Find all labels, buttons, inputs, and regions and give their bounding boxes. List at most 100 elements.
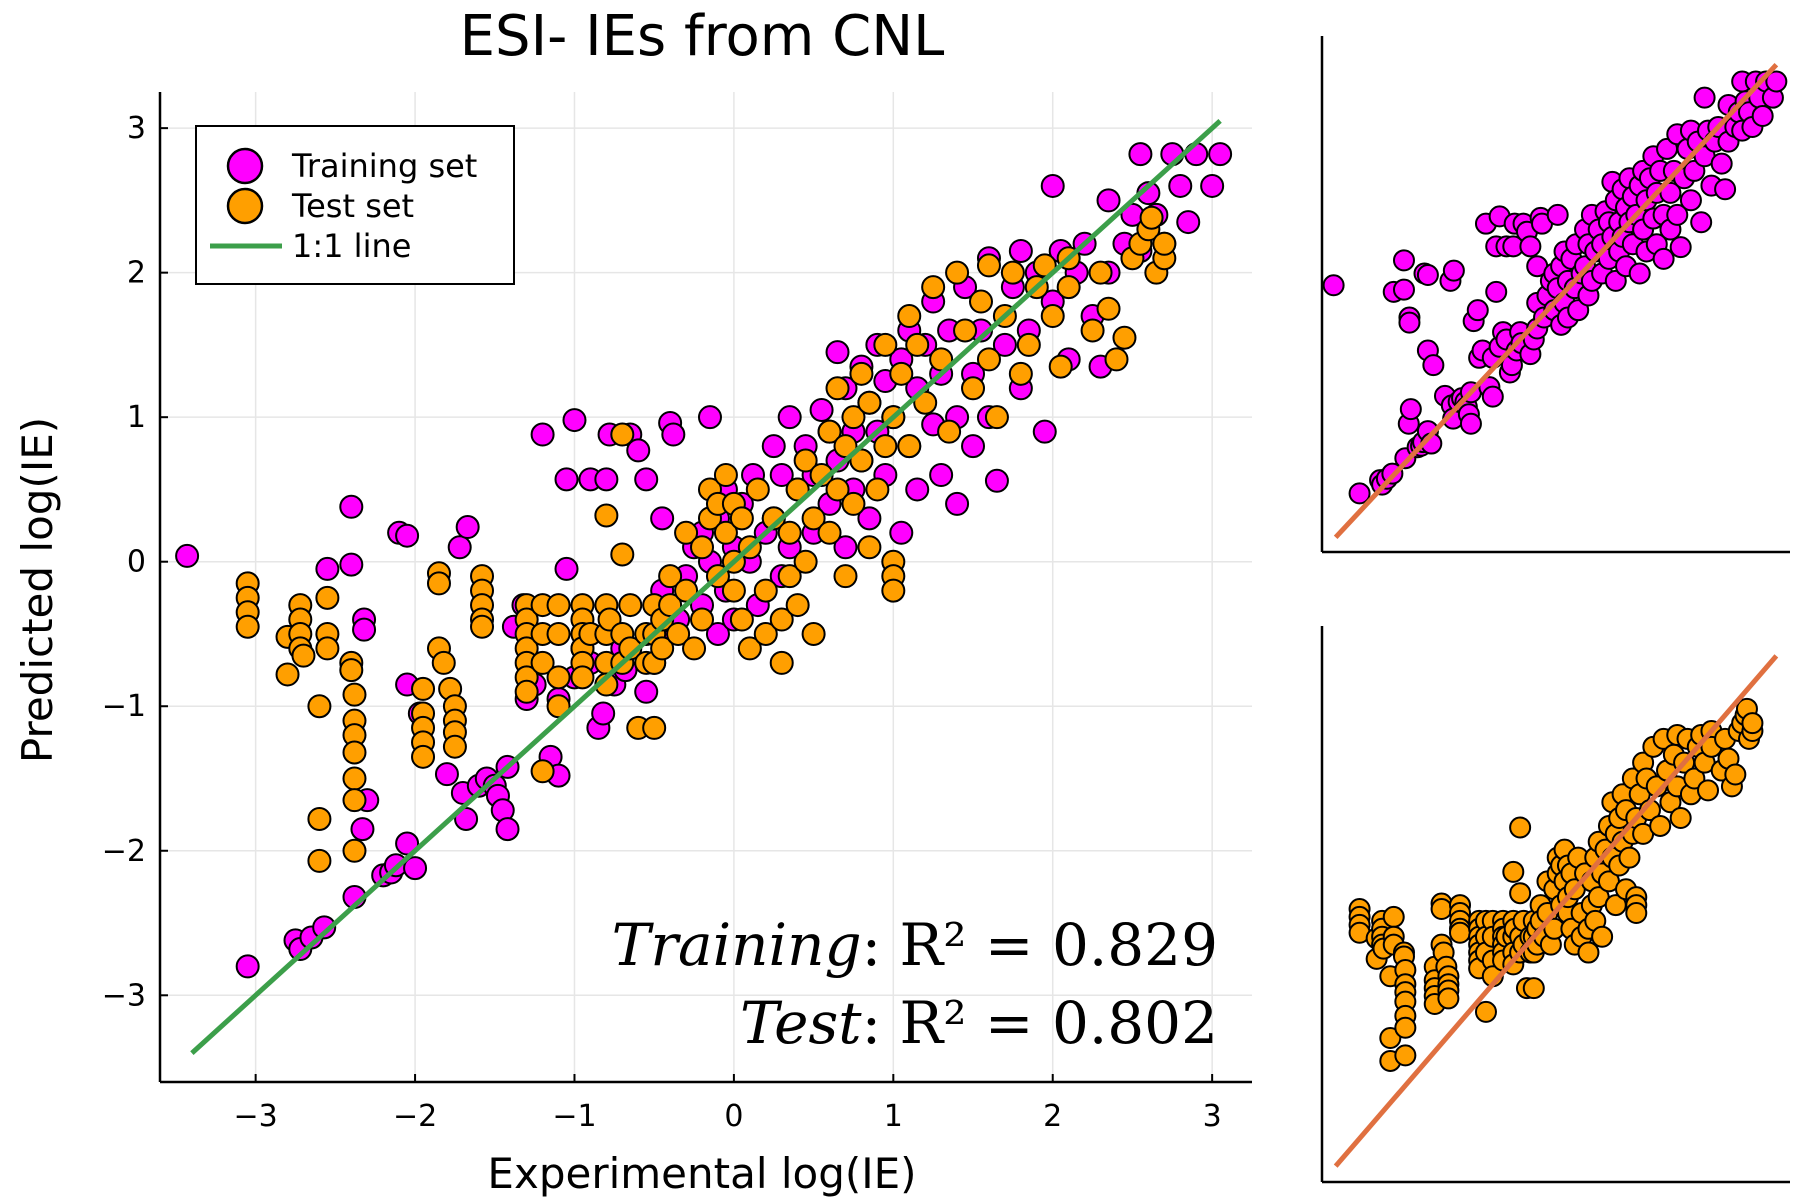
x-tick-label: 2 (1043, 1099, 1062, 1134)
training-point (697, 405, 722, 430)
inset-training-point (1710, 152, 1733, 175)
inset-test-point (1509, 882, 1532, 905)
test-point (889, 361, 914, 386)
test-point (546, 621, 571, 646)
test-point (674, 578, 699, 603)
x-axis-label: Experimental log(IE) (487, 1149, 916, 1198)
inset-training-plot (1320, 36, 1790, 554)
inset-test-point (1591, 925, 1614, 948)
test-point (315, 585, 340, 610)
inset-training-point (1481, 385, 1504, 408)
test-point (849, 448, 874, 473)
training-point (395, 523, 420, 548)
inset-training-point (1416, 263, 1439, 286)
test-point (690, 535, 715, 560)
test-point (411, 744, 436, 769)
test-point (275, 662, 300, 687)
inset-training-point (1398, 311, 1421, 334)
training-point (562, 408, 587, 433)
test-point (785, 477, 810, 502)
test-point (442, 734, 467, 759)
inset-training-point (1693, 86, 1716, 109)
training-point (769, 462, 794, 487)
training-point (626, 438, 651, 463)
test-point (721, 578, 746, 603)
test-point (953, 318, 978, 343)
inset-training-point (1322, 274, 1345, 297)
test-point (801, 621, 826, 646)
training-point (530, 422, 555, 447)
inset-training-point (1669, 236, 1692, 259)
training-point (1040, 173, 1065, 198)
main-axes (158, 92, 1252, 1084)
legend-label-test: Test set (291, 187, 414, 225)
training-point (650, 506, 675, 531)
training-point (857, 506, 882, 531)
training-point (1176, 210, 1201, 235)
test-points (235, 205, 1177, 873)
inset-training-point (1519, 235, 1542, 258)
test-point (642, 715, 667, 740)
training-point (447, 535, 472, 560)
test-point (968, 289, 993, 314)
test-point (753, 578, 778, 603)
inset-test-point (1394, 1044, 1417, 1067)
training-point (1200, 173, 1225, 198)
training-point (705, 621, 730, 646)
inset-test-point (1449, 921, 1472, 944)
test-point (984, 405, 1009, 430)
test-point (650, 636, 675, 661)
training-r2-label: Training (612, 911, 862, 979)
test-point (1032, 253, 1057, 278)
training-point (1168, 173, 1193, 198)
inset-test-point (1683, 767, 1706, 790)
test-point (945, 260, 970, 285)
test-point (546, 593, 571, 618)
test-point (1152, 231, 1177, 256)
training-point (554, 556, 579, 581)
one-to-one-line (190, 119, 1222, 1055)
training-point (312, 915, 337, 940)
test-point (658, 564, 683, 589)
test-point (905, 332, 930, 357)
training-point (945, 491, 970, 516)
test-point (546, 665, 571, 690)
test-point (342, 740, 367, 765)
training-point (929, 462, 954, 487)
test-point (713, 520, 738, 545)
x-tick-label: −1 (552, 1099, 596, 1134)
test-point (873, 332, 898, 357)
inset-test-point (1618, 846, 1641, 869)
r2-annotations: Training: R² = 0.829 Test: R² = 0.802 (612, 911, 1218, 1057)
inset-test-point (1625, 901, 1648, 924)
inset-training-axes (1320, 36, 1790, 554)
y-tick-label: 1 (127, 400, 146, 435)
inset-test-point (1379, 1026, 1402, 1049)
test-point (1080, 318, 1105, 343)
test-point (682, 636, 707, 661)
test-point (1088, 260, 1113, 285)
x-tick-label: −2 (393, 1099, 437, 1134)
inset-test-point (1724, 763, 1747, 786)
training-point (352, 617, 377, 642)
test-point (674, 520, 699, 545)
inset-test-point (1669, 807, 1692, 830)
test-point (315, 636, 340, 661)
training-point (315, 556, 340, 581)
training-point (554, 467, 579, 492)
test-point (291, 643, 316, 668)
test-point (817, 419, 842, 444)
training-point (961, 434, 986, 459)
inset-test-point (1474, 1000, 1497, 1023)
test-point (235, 614, 260, 639)
training-point (634, 467, 659, 492)
test-point (897, 434, 922, 459)
test-point (857, 535, 882, 560)
test-point (342, 838, 367, 863)
test-point (342, 766, 367, 791)
y-tick-label: 2 (127, 256, 146, 291)
training-point (833, 535, 858, 560)
training-point (1008, 238, 1033, 263)
inset-test-point (1509, 816, 1532, 839)
